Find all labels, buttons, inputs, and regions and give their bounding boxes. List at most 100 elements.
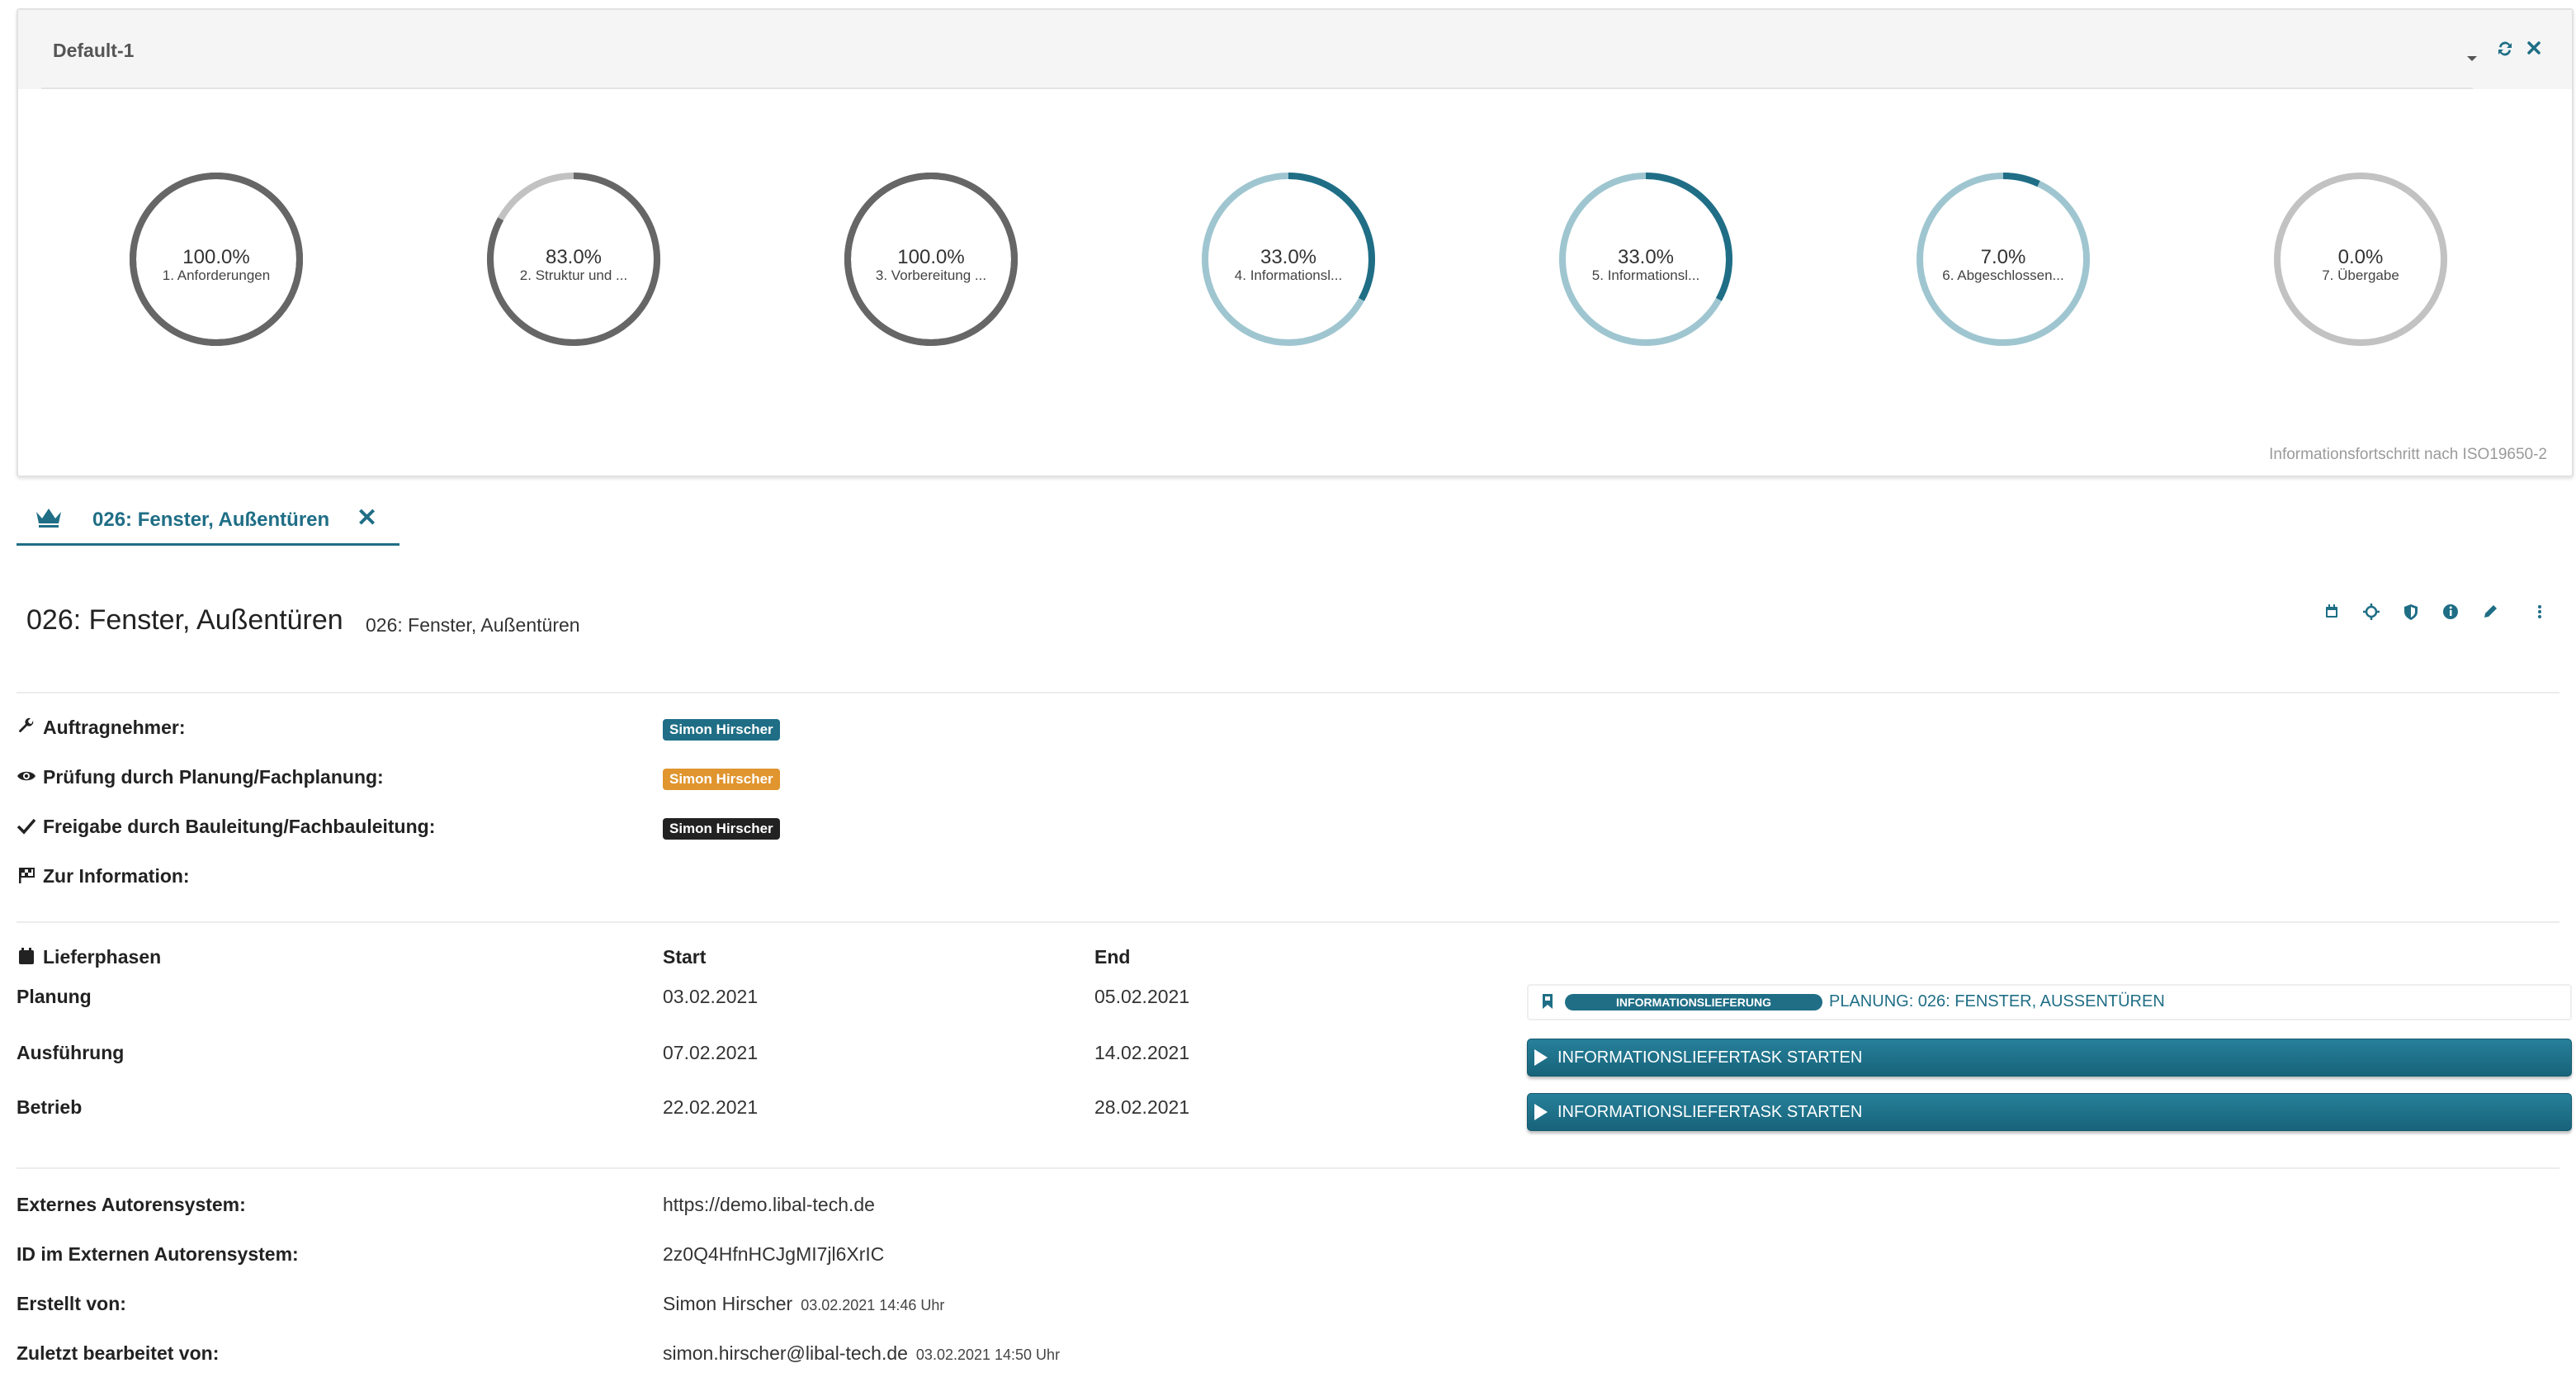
progress-gauge: 100.0% 3. Vorbereitung ... (842, 170, 1020, 348)
modified-info: simon.hirscher@libal-tech.de 03.02.2021 1… (663, 1342, 1060, 1365)
gauge-label: 4. Informationsl... (1234, 267, 1343, 283)
phase-end: 28.02.2021 (1094, 1096, 1190, 1118)
gauge-ring (1202, 173, 1375, 346)
gauge-ring (2274, 173, 2447, 346)
modified-by: simon.hirscher@libal-tech.de (663, 1342, 908, 1364)
start-delivery-task-button[interactable]: INFORMATIONSLIEFERTASK STARTEN (1527, 1039, 2572, 1077)
gauge-percent: 7.0% (1980, 246, 2026, 268)
calendar-icon (19, 948, 34, 964)
approver-badge[interactable]: Simon Hirscher (663, 818, 780, 840)
play-icon (1534, 1049, 1548, 1066)
gauge-label: 6. Abgeschlossen... (1942, 267, 2064, 283)
play-icon (1534, 1104, 1548, 1120)
tab-label: 026: Fenster, Außentüren (92, 509, 330, 531)
created-label: Erstellt von: (17, 1293, 126, 1314)
column-end: End (1094, 946, 1131, 968)
gauge-fill (1917, 173, 2090, 346)
phase-start: 22.02.2021 (663, 1096, 759, 1118)
delivery-link[interactable]: PLANUNG: 026: FENSTER, AUSSENTÜREN (1829, 992, 2165, 1010)
gauge-percent: 100.0% (897, 246, 965, 268)
gauge-ring (130, 173, 303, 346)
info-icon[interactable] (2440, 601, 2461, 622)
button-label: INFORMATIONSLIEFERTASK STARTEN (1557, 1103, 1863, 1121)
progress-gauge: 100.0% 1. Anforderungen (127, 170, 305, 348)
shield-icon[interactable] (2400, 601, 2422, 622)
divider (17, 692, 2559, 693)
created-timestamp: 03.02.2021 14:46 Uhr (801, 1297, 945, 1313)
delivery-item[interactable]: INFORMATIONSLIEFERUNG PLANUNG: 026: FENS… (1527, 984, 2572, 1020)
info-recipients-label: Zur Information: (17, 865, 190, 887)
gauge-label: 3. Vorbereitung ... (875, 267, 987, 283)
panel-header (18, 10, 2572, 89)
calendar-icon[interactable] (2321, 601, 2342, 622)
more-vertical-icon[interactable] (2529, 601, 2550, 622)
panel-header-divider (41, 88, 2473, 89)
close-icon[interactable] (2526, 40, 2542, 59)
bookmark-icon (1543, 994, 1553, 1009)
gauge-ring (487, 173, 660, 346)
phase-start: 03.02.2021 (663, 986, 759, 1007)
gauge-percent: 33.0% (1260, 246, 1317, 268)
page-title: 026: Fenster, Außentüren (26, 604, 343, 636)
created-info: Simon Hirscher 03.02.2021 14:46 Uhr (663, 1293, 944, 1315)
phase-name: Ausführung (17, 1042, 125, 1063)
ext-id-label: ID im Externen Autorensystem: (17, 1243, 299, 1265)
start-delivery-task-button[interactable]: INFORMATIONSLIEFERTASK STARTEN (1527, 1093, 2572, 1131)
tab-close-icon[interactable]: ✕ (357, 504, 378, 532)
gauge-percent: 33.0% (1617, 246, 1675, 268)
ext-system-value: https://demo.libal-tech.de (663, 1194, 875, 1215)
page-subtitle: 026: Fenster, Außentüren (366, 614, 580, 636)
phase-name: Planung (17, 986, 92, 1007)
modified-label: Zuletzt bearbeitet von: (17, 1342, 220, 1364)
contractor-label: Auftragnehmer: (17, 717, 186, 739)
contractor-badge[interactable]: Simon Hirscher (663, 719, 780, 741)
approval-label: Freigabe durch Bauleitung/Fachbauleitung… (17, 816, 435, 838)
progress-gauge: 7.0% 6. Abgeschlossen... (1914, 170, 2092, 348)
refresh-icon[interactable] (2496, 40, 2514, 61)
tab-document[interactable]: 026: Fenster, Außentüren ✕ (17, 500, 399, 546)
panel-footer-caption: Informationsfortschritt nach ISO19650-2 (2269, 446, 2547, 463)
divider (17, 1167, 2559, 1169)
created-by: Simon Hirscher (663, 1293, 793, 1314)
review-label: Prüfung durch Planung/Fachplanung: (17, 766, 384, 788)
ext-system-label: Externes Autorensystem: (17, 1194, 246, 1215)
checkered-flag-icon (19, 868, 35, 883)
gauge-percent: 100.0% (182, 246, 250, 268)
phase-end: 05.02.2021 (1094, 986, 1190, 1007)
phase-start: 07.02.2021 (663, 1042, 759, 1063)
gauge-fill (487, 173, 660, 346)
panel-title: Default-1 (53, 40, 135, 61)
progress-gauge: 0.0% 7. Übergabe (2271, 170, 2450, 348)
eye-icon (17, 771, 35, 781)
gauge-label: 7. Übergabe (2322, 267, 2399, 283)
column-start: Start (663, 946, 707, 968)
chevron-down-icon[interactable] (2466, 48, 2478, 66)
progress-gauge: 33.0% 4. Informationsl... (1199, 170, 1378, 348)
gauge-percent: 83.0% (545, 246, 603, 268)
progress-gauge: 83.0% 2. Struktur und ... (484, 170, 663, 348)
phase-name: Betrieb (17, 1096, 83, 1118)
phase-end: 14.02.2021 (1094, 1042, 1190, 1063)
gauge-fill (130, 173, 303, 346)
crosshair-icon[interactable] (2361, 601, 2382, 622)
phases-header: Lieferphasen (17, 946, 161, 968)
gauge-ring (1917, 173, 2090, 346)
checkmark-icon (17, 818, 36, 835)
gauge-ring (1559, 173, 1732, 346)
progress-panel: Default-1 100.0% 1. Anforderungen 83.0% 2. … (17, 8, 2574, 477)
gauge-ring (844, 173, 1018, 346)
delivery-badge: INFORMATIONSLIEFERUNG (1565, 994, 1822, 1010)
gauge-label: 5. Informationsl... (1591, 267, 1700, 283)
divider (17, 921, 2559, 923)
edit-pencil-icon[interactable] (2479, 601, 2501, 622)
gauge-track (2274, 173, 2447, 346)
modified-timestamp: 03.02.2021 14:50 Uhr (915, 1347, 1061, 1363)
button-label: INFORMATIONSLIEFERTASK STARTEN (1557, 1048, 1863, 1067)
gauge-label: 1. Anforderungen (162, 267, 271, 283)
gauge-fill (1559, 173, 1732, 346)
crown-icon (36, 509, 61, 528)
gauge-percent: 0.0% (2337, 246, 2384, 268)
progress-gauge: 33.0% 5. Informationsl... (1557, 170, 1735, 348)
gauge-fill (1202, 173, 1375, 346)
reviewer-badge[interactable]: Simon Hirscher (663, 769, 780, 790)
